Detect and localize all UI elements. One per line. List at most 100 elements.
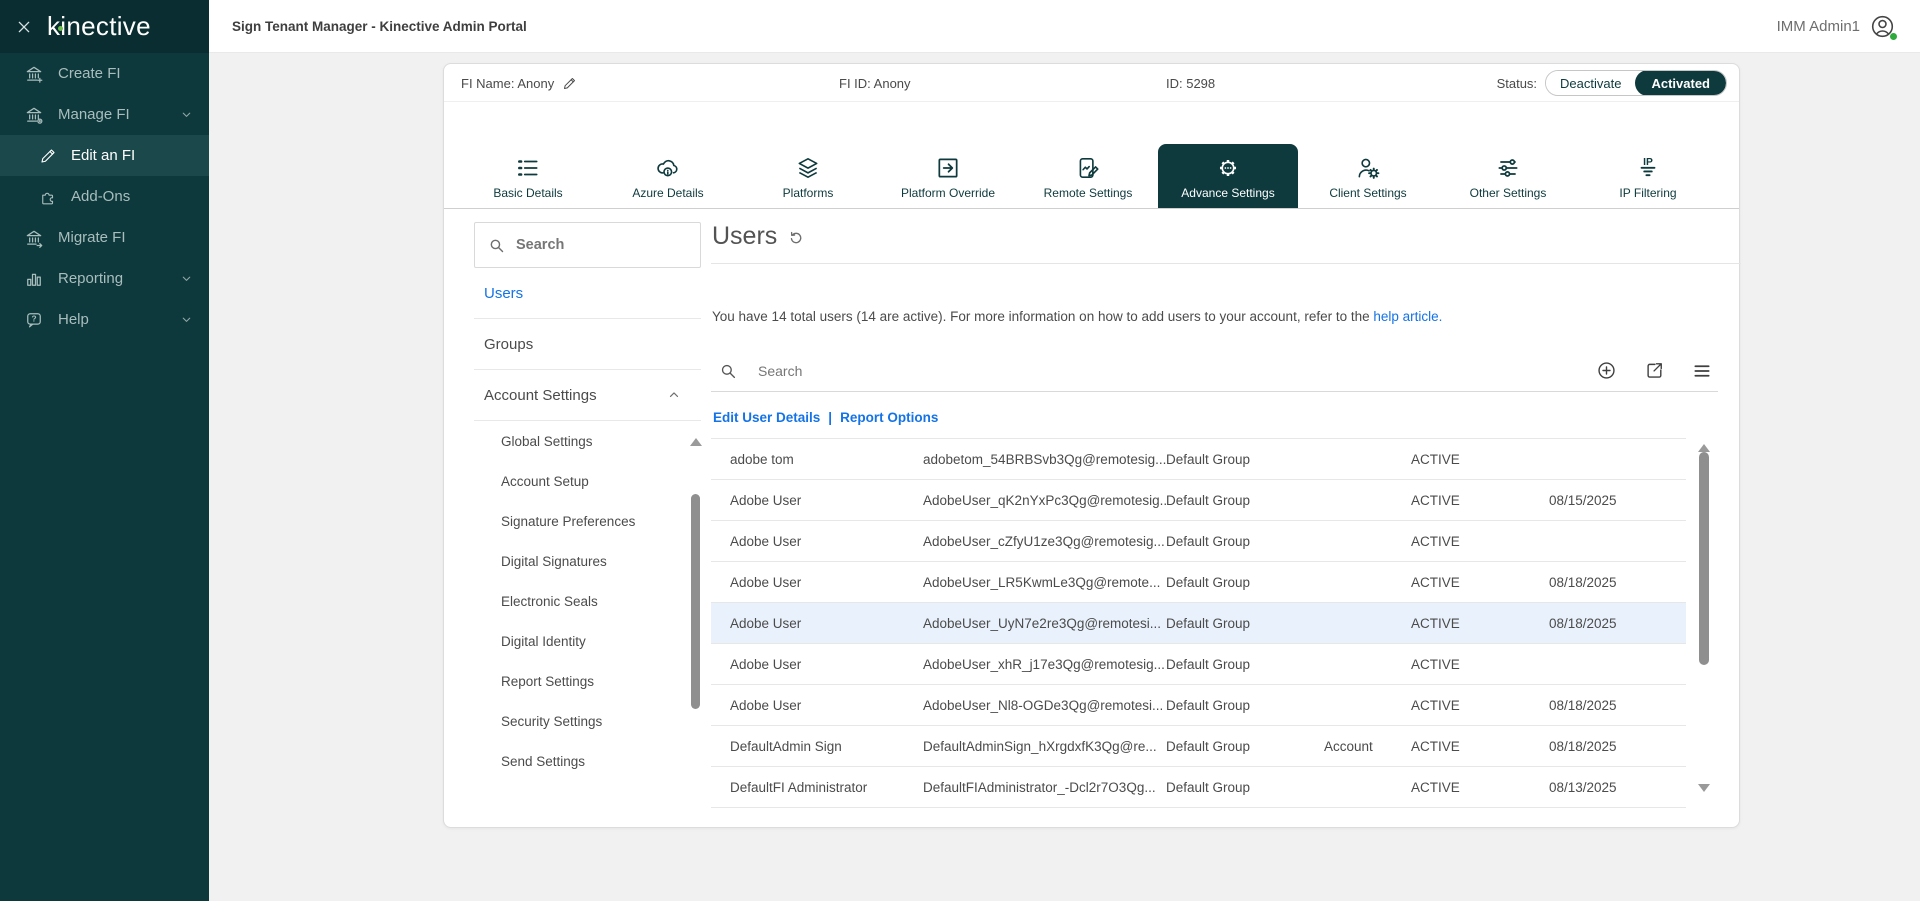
user-name: IMM Admin1 <box>1776 17 1860 35</box>
table-row[interactable]: Adobe User AdobeUser_xhR_j17e3Qg@remotes… <box>711 644 1686 685</box>
user-name-cell: Adobe User <box>730 656 802 672</box>
sidebar-item-label: Create FI <box>58 65 121 82</box>
sidebar-item-migrate-fi[interactable]: Migrate FI <box>0 217 209 258</box>
tab-advance-settings[interactable]: Advance Settings <box>1158 144 1298 208</box>
settings-scrollbar[interactable] <box>690 432 702 901</box>
chevron-up-icon <box>667 388 681 402</box>
help-article-link[interactable]: help article. <box>1373 309 1443 324</box>
user-date-cell: 08/18/2025 <box>1549 697 1617 713</box>
tab-basic-details[interactable]: Basic Details <box>458 144 598 208</box>
tab-ip-filtering[interactable]: IP IP Filtering <box>1578 144 1718 208</box>
sidebar-item-label: Add-Ons <box>71 188 131 205</box>
settings-sub-item[interactable]: Security Settings <box>501 713 603 729</box>
close-icon[interactable] <box>16 19 32 35</box>
avatar[interactable] <box>1869 13 1897 40</box>
tab-platform-override[interactable]: Platform Override <box>878 144 1018 208</box>
settings-sub-item[interactable]: Electronic Seals <box>501 593 598 609</box>
settings-item-account-settings[interactable]: Account Settings <box>474 370 701 421</box>
add-user-icon[interactable] <box>1596 360 1617 381</box>
settings-sub-item[interactable]: Account Setup <box>501 473 589 489</box>
settings-sub-item[interactable]: Global Settings <box>501 433 593 449</box>
divider <box>711 263 1741 264</box>
settings-sub-item[interactable]: Digital Identity <box>501 633 586 649</box>
user-group-cell: Default Group <box>1166 451 1251 467</box>
refresh-icon[interactable] <box>788 230 804 246</box>
settings-item-groups[interactable]: Groups <box>474 319 701 370</box>
chevron-down-icon[interactable] <box>180 272 193 285</box>
edit-user-details-link[interactable]: Edit User Details <box>713 410 821 425</box>
sidebar: kinective Create FI Manage FI Edit an FI… <box>0 0 209 901</box>
table-row[interactable]: DefaultFI Administrator DefaultFIAdminis… <box>711 767 1686 808</box>
user-date-cell: 08/18/2025 <box>1549 574 1617 590</box>
chevron-down-icon[interactable] <box>180 108 193 121</box>
tab-other-settings[interactable]: Other Settings <box>1438 144 1578 208</box>
ip-filter-icon: IP <box>1635 153 1661 183</box>
sidebar-item-label: Edit an FI <box>71 147 136 164</box>
user-date-cell: 08/18/2025 <box>1549 615 1617 631</box>
scroll-up-arrow[interactable] <box>690 438 702 446</box>
sidebar-header: kinective <box>0 0 209 53</box>
settings-sub-item[interactable]: Signature Preferences <box>501 513 636 529</box>
user-status-cell: ACTIVE <box>1411 574 1460 590</box>
table-row[interactable]: Adobe User AdobeUser_cZfyU1ze3Qg@remotes… <box>711 521 1686 562</box>
svg-text:?: ? <box>31 313 36 323</box>
sidebar-item-edit-an-fi[interactable]: Edit an FI <box>0 135 209 176</box>
report-options-link[interactable]: Report Options <box>840 410 939 425</box>
table-row[interactable]: Adobe User AdobeUser_qK2nYxPc3Qg@remotes… <box>711 480 1686 521</box>
chevron-down-icon[interactable] <box>180 313 193 326</box>
box-arrow-icon <box>935 153 961 183</box>
settings-sub-item[interactable]: Digital Signatures <box>501 553 607 569</box>
user-group-cell: Default Group <box>1166 738 1251 754</box>
gear-icon <box>1215 153 1241 183</box>
pencil-icon <box>39 147 57 165</box>
user-name-cell: DefaultAdmin Sign <box>730 738 842 754</box>
user-menu[interactable]: IMM Admin1 <box>1776 13 1897 40</box>
user-email-cell: AdobeUser_qK2nYxPc3Qg@remotesig... <box>923 492 1166 508</box>
sidebar-item-help[interactable]: ? Help <box>0 299 209 340</box>
users-table: adobe tom adobetom_54BRBSvb3Qg@remotesig… <box>711 438 1686 808</box>
table-row[interactable]: Adobe User AdobeUser_LR5KwmLe3Qg@remote.… <box>711 562 1686 603</box>
user-name-cell: Adobe User <box>730 574 802 590</box>
sidebar-item-create-fi[interactable]: Create FI <box>0 53 209 94</box>
sidebar-item-reporting[interactable]: Reporting <box>0 258 209 299</box>
scroll-down-arrow[interactable] <box>1698 784 1710 792</box>
tab-client-settings[interactable]: Client Settings <box>1298 144 1438 208</box>
user-name-cell: Adobe User <box>730 533 802 549</box>
scroll-thumb[interactable] <box>1699 452 1709 665</box>
table-row[interactable]: Adobe User AdobeUser_Nl8-OGDe3Qg@remotes… <box>711 685 1686 726</box>
svg-text:IP: IP <box>1643 157 1653 168</box>
user-email-cell: adobetom_54BRBSvb3Qg@remotesig... <box>923 451 1166 467</box>
table-row[interactable]: Adobe User AdobeUser_UyN7e2re3Qg@remotes… <box>711 603 1686 644</box>
user-status-cell: ACTIVE <box>1411 656 1460 672</box>
deactivate-button[interactable]: Deactivate <box>1546 71 1636 95</box>
status-toggle: Deactivate Activated <box>1545 70 1727 96</box>
export-icon[interactable] <box>1644 360 1665 381</box>
activated-button[interactable]: Activated <box>1635 71 1726 95</box>
scroll-up-arrow[interactable] <box>1698 444 1710 452</box>
search-placeholder: Search <box>516 237 565 253</box>
tab-azure-details[interactable]: Azure Details <box>598 144 738 208</box>
settings-item-users[interactable]: Users <box>474 268 701 319</box>
tab-platforms[interactable]: Platforms <box>738 144 878 208</box>
sidebar-item-add-ons[interactable]: Add-Ons <box>0 176 209 217</box>
tab-remote-settings[interactable]: Remote Settings <box>1018 144 1158 208</box>
menu-icon[interactable] <box>1692 361 1712 381</box>
status-label: Status: <box>1496 75 1538 91</box>
settings-sub-item[interactable]: Send Settings <box>501 753 586 769</box>
sliders-icon <box>1495 153 1521 183</box>
user-status-cell: ACTIVE <box>1411 697 1460 713</box>
edit-fi-name-icon[interactable] <box>562 76 577 91</box>
table-scrollbar[interactable] <box>1698 438 1710 796</box>
scroll-thumb[interactable] <box>691 494 700 709</box>
settings-sub-item[interactable]: Report Settings <box>501 673 595 689</box>
users-search-input[interactable]: Search <box>758 362 803 379</box>
table-row[interactable]: adobe tom adobetom_54BRBSvb3Qg@remotesig… <box>711 439 1686 480</box>
user-date-cell: 08/18/2025 <box>1549 738 1617 754</box>
fi-detail-card: FI Name: Anony FI ID: Anony ID: 5298 Sta… <box>443 63 1741 828</box>
user-type-cell: Account <box>1324 738 1373 754</box>
fi-info-bar: FI Name: Anony FI ID: Anony ID: 5298 Sta… <box>444 64 1739 102</box>
sidebar-item-manage-fi[interactable]: Manage FI <box>0 94 209 135</box>
settings-search-input[interactable]: Search <box>474 222 701 268</box>
table-row[interactable]: DefaultAdmin Sign DefaultAdminSign_hXrgd… <box>711 726 1686 767</box>
bank-arrow-icon <box>24 228 44 248</box>
